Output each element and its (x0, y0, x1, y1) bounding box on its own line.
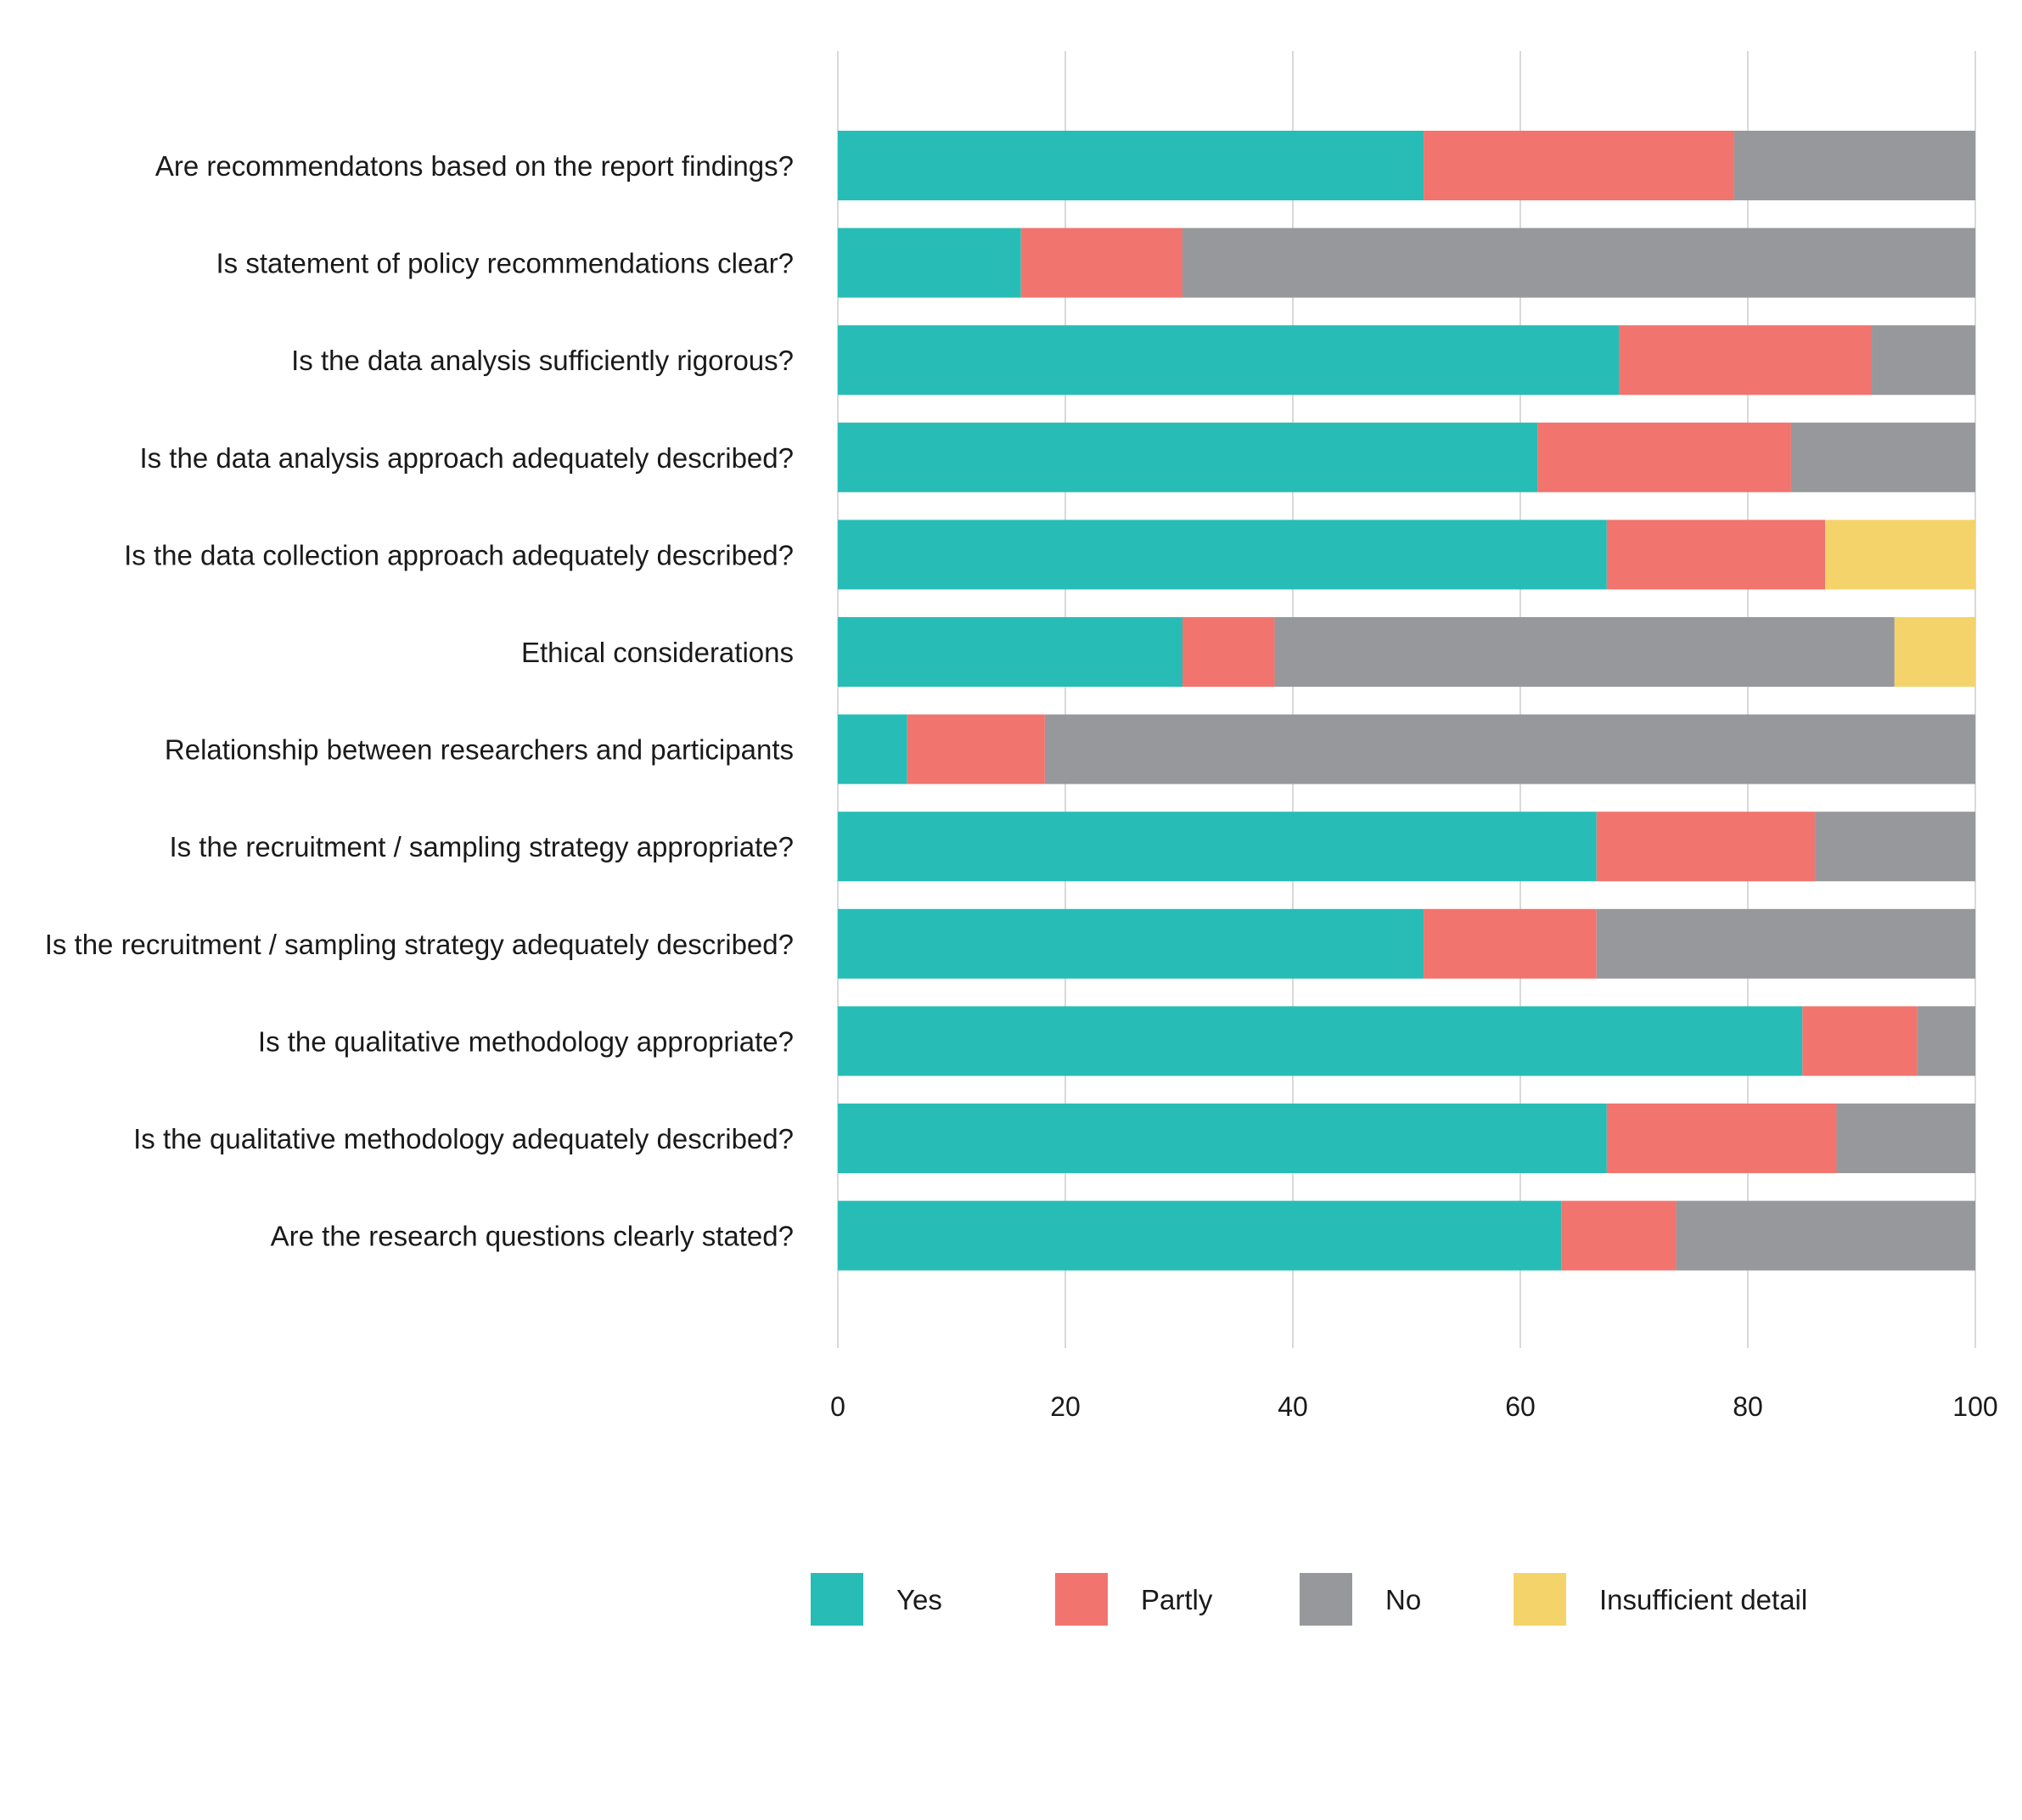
legend-item-no: No (1300, 1573, 1421, 1626)
bar-no-2: Is the data analysis sufficiently rigoro… (1872, 325, 1975, 396)
legend-swatch (811, 1573, 863, 1626)
bar-insufficient-detail-5: Ethical considerations — Insufficient de… (1894, 617, 1975, 687)
legend-item-yes: Yes (811, 1573, 942, 1626)
bar-no-11: Are the research questions clearly state… (1676, 1200, 1975, 1271)
bar-no-0: Are recommendatons based on the report f… (1733, 131, 1975, 200)
bar-partly-6: Relationship between researchers and par… (907, 714, 1045, 784)
bar-partly-8: Is the recruitment / sampling strategy a… (1424, 908, 1597, 979)
category-label-0: Are recommendatons based on the report f… (155, 150, 794, 182)
legend: Yes Partly No Insufficient detail (811, 1573, 1807, 1626)
bar-no-3: Is the data analysis approach adequately… (1790, 422, 1975, 492)
x-tick-label-20: 20 (1050, 1391, 1081, 1422)
category-label-11: Are the research questions clearly state… (271, 1221, 794, 1252)
bar-no-7: Is the recruitment / sampling strategy a… (1815, 812, 1975, 882)
legend-label: Yes (896, 1584, 942, 1615)
bar-no-1: Is statement of policy recommendations c… (1182, 228, 1975, 298)
legend-label: Insufficient detail (1599, 1584, 1807, 1615)
bar-no-8: Is the recruitment / sampling strategy a… (1596, 908, 1975, 979)
bar-yes-6: Relationship between researchers and par… (838, 714, 907, 784)
bar-partly-9: Is the qualitative methodology appropria… (1802, 1006, 1918, 1076)
x-tick-label-100: 100 (1952, 1391, 1997, 1422)
bar-yes-1: Is statement of policy recommendations c… (838, 228, 1021, 298)
legend-item-insufficient-detail: Insufficient detail (1514, 1573, 1807, 1626)
category-label-1: Is statement of policy recommendations c… (216, 248, 794, 279)
category-label-10: Is the qualitative methodology adequatel… (133, 1123, 794, 1154)
category-labels: Are recommendatons based on the report f… (45, 150, 794, 1252)
legend-label: No (1385, 1584, 1421, 1615)
category-label-2: Is the data analysis sufficiently rigoro… (291, 345, 794, 376)
bar-yes-9: Is the qualitative methodology appropria… (838, 1006, 1803, 1076)
x-axis-ticks: 0 20 40 60 80 100 (830, 1391, 1998, 1422)
bar-partly-4: Is the data collection approach adequate… (1606, 520, 1826, 590)
legend-item-partly: Partly (1055, 1573, 1213, 1626)
bar-yes-11: Are the research questions clearly state… (838, 1200, 1562, 1271)
bar-partly-3: Is the data analysis approach adequately… (1537, 422, 1791, 492)
bars-layer: Are recommendatons based on the report f… (838, 131, 1975, 1271)
bar-partly-11: Are the research questions clearly state… (1561, 1200, 1677, 1271)
bar-no-9: Is the qualitative methodology appropria… (1917, 1006, 1975, 1076)
bar-yes-3: Is the data analysis approach adequately… (838, 422, 1538, 492)
category-label-8: Is the recruitment / sampling strategy a… (45, 929, 794, 960)
category-label-3: Is the data analysis approach adequately… (139, 442, 794, 474)
legend-swatch (1055, 1573, 1108, 1626)
legend-swatch (1514, 1573, 1566, 1626)
bar-yes-0: Are recommendatons based on the report f… (838, 131, 1424, 200)
bar-partly-7: Is the recruitment / sampling strategy a… (1596, 812, 1816, 882)
bar-no-6: Relationship between researchers and par… (1044, 714, 1975, 784)
category-label-4: Is the data collection approach adequate… (124, 539, 794, 570)
bar-yes-4: Is the data collection approach adequate… (838, 520, 1607, 590)
category-label-6: Relationship between researchers and par… (165, 734, 794, 766)
bar-yes-5: Ethical considerations — Yes: 30.3 (838, 617, 1183, 687)
bar-insufficient-detail-4: Is the data collection approach adequate… (1825, 520, 1975, 590)
bar-partly-5: Ethical considerations — Partly: 8.1 (1182, 617, 1275, 687)
bar-no-5: Ethical considerations — No: 54.5 (1274, 617, 1895, 687)
x-tick-label-40: 40 (1278, 1391, 1308, 1422)
x-tick-label-80: 80 (1733, 1391, 1763, 1422)
legend-label: Partly (1141, 1584, 1213, 1615)
bar-partly-10: Is the qualitative methodology adequatel… (1606, 1104, 1837, 1173)
x-tick-label-0: 0 (830, 1391, 845, 1422)
bar-partly-1: Is statement of policy recommendations c… (1020, 228, 1183, 298)
bar-yes-10: Is the qualitative methodology adequatel… (838, 1104, 1607, 1173)
legend-swatch (1300, 1573, 1352, 1626)
x-tick-label-60: 60 (1505, 1391, 1536, 1422)
bar-partly-2: Is the data analysis sufficiently rigoro… (1619, 325, 1873, 396)
category-label-5: Ethical considerations (521, 637, 794, 668)
bar-partly-0: Are recommendatons based on the report f… (1424, 131, 1734, 200)
category-label-7: Is the recruitment / sampling strategy a… (169, 831, 794, 862)
bar-yes-7: Is the recruitment / sampling strategy a… (838, 812, 1597, 882)
category-label-9: Is the qualitative methodology appropria… (258, 1025, 794, 1057)
bar-no-10: Is the qualitative methodology adequatel… (1836, 1104, 1975, 1173)
bar-yes-2: Is the data analysis sufficiently rigoro… (838, 325, 1620, 396)
bar-yes-8: Is the recruitment / sampling strategy a… (838, 908, 1424, 979)
